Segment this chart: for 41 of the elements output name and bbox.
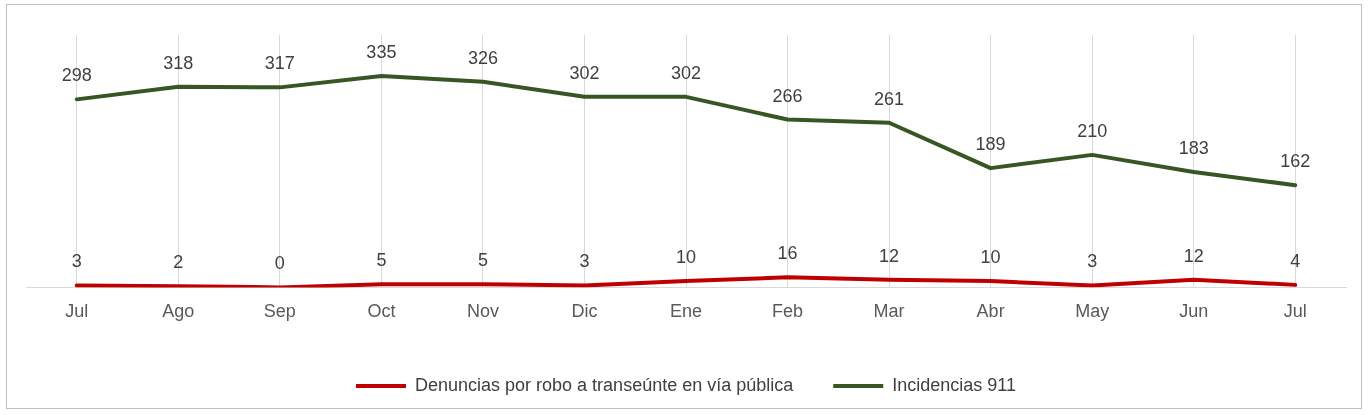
x-tick-label: Feb bbox=[772, 301, 804, 322]
x-tick-label: Mar bbox=[873, 301, 905, 322]
legend-label: Incidencias 911 bbox=[892, 374, 1016, 395]
data-label: 4 bbox=[1290, 250, 1301, 271]
data-label: 317 bbox=[264, 53, 295, 74]
data-label: 298 bbox=[61, 65, 92, 86]
data-label: 335 bbox=[366, 41, 397, 62]
data-label: 3 bbox=[71, 251, 82, 272]
data-label: 10 bbox=[675, 247, 697, 268]
data-label: 12 bbox=[879, 245, 900, 266]
data-label: 189 bbox=[975, 134, 1006, 155]
x-tick-label: Ago bbox=[162, 301, 195, 322]
data-label: 3 bbox=[579, 251, 590, 272]
x-tick-label: Abr bbox=[976, 301, 1005, 322]
data-label: 326 bbox=[467, 47, 498, 68]
data-label: 2 bbox=[173, 252, 184, 273]
data-label: 302 bbox=[569, 62, 600, 83]
x-tick-label: Dic bbox=[571, 301, 598, 322]
data-label: 210 bbox=[1077, 120, 1108, 141]
data-label: 162 bbox=[1280, 151, 1311, 172]
data-label: 12 bbox=[1183, 245, 1204, 266]
data-label: 318 bbox=[163, 52, 194, 73]
data-label: 5 bbox=[376, 250, 387, 271]
x-tick-label: Nov bbox=[466, 301, 499, 322]
data-label: 5 bbox=[477, 250, 488, 271]
data-label: 302 bbox=[670, 62, 702, 83]
legend-label: Denuncias por robo a transeúnte en vía pública bbox=[415, 374, 795, 395]
x-tick-label: Jul bbox=[1283, 301, 1307, 322]
x-tick-label: Jun bbox=[1179, 301, 1209, 322]
data-label: 0 bbox=[274, 253, 285, 274]
data-label: 10 bbox=[980, 247, 1001, 268]
x-tick-label: Sep bbox=[263, 301, 296, 322]
data-label: 16 bbox=[777, 243, 798, 264]
data-label: 3 bbox=[1087, 251, 1098, 272]
x-tick-label: Ene bbox=[669, 301, 703, 322]
data-label: 183 bbox=[1178, 137, 1209, 158]
x-tick-label: Oct bbox=[367, 301, 396, 322]
data-label: 266 bbox=[772, 85, 803, 106]
x-tick-label: May bbox=[1075, 301, 1110, 322]
x-tick-label: Jul bbox=[65, 301, 89, 322]
data-label: 261 bbox=[874, 88, 905, 109]
